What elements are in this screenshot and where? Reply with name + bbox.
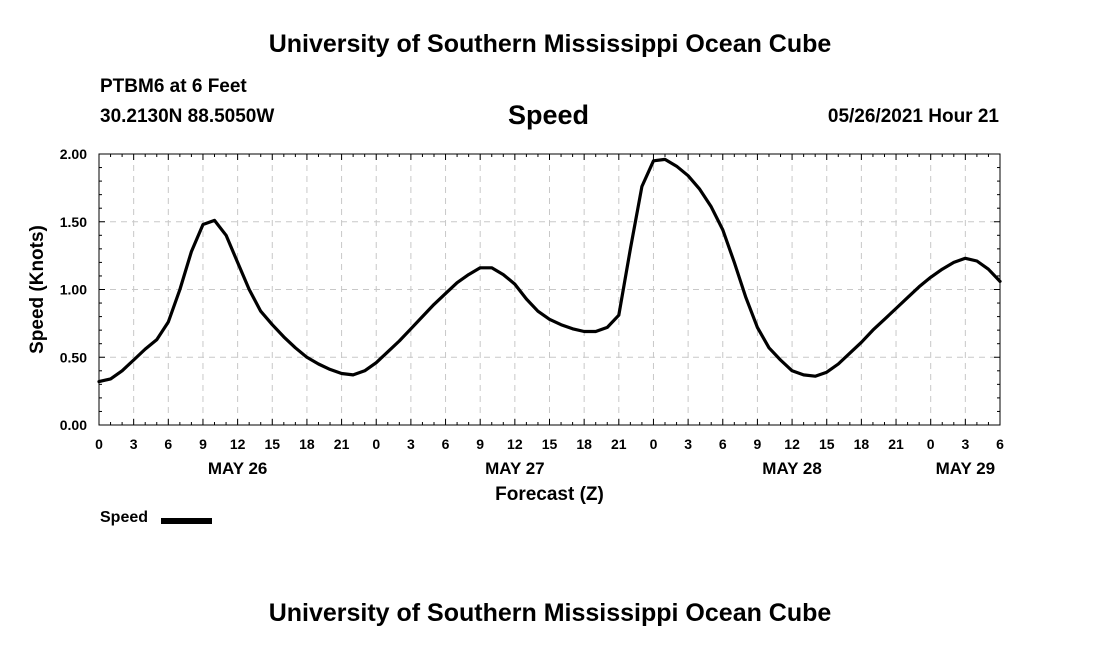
x-tick-label: 3 (684, 436, 692, 452)
x-tick-label: 15 (542, 436, 558, 452)
x-tick-label: 3 (961, 436, 969, 452)
x-tick-label: 6 (719, 436, 727, 452)
legend-label: Speed (100, 509, 149, 526)
x-tick-label: 0 (927, 436, 935, 452)
y-axis-label: Speed (Knots) (27, 225, 48, 354)
date-label: MAY 27 (485, 459, 545, 478)
x-tick-label: 3 (407, 436, 415, 452)
y-tick-label: 1.50 (60, 214, 87, 230)
x-tick-label: 6 (164, 436, 172, 452)
x-tick-label: 0 (372, 436, 380, 452)
x-tick-label: 15 (819, 436, 835, 452)
y-tick-label: 2.00 (60, 146, 87, 162)
speed-series-line (97, 157, 1002, 384)
x-tick-label: 18 (854, 436, 870, 452)
x-tick-label: 12 (507, 436, 523, 452)
y-tick-label: 0.50 (60, 349, 87, 365)
x-tick-label: 0 (650, 436, 658, 452)
x-tick-label: 12 (230, 436, 246, 452)
date-label: MAY 29 (936, 459, 996, 478)
y-tick-label: 0.00 (60, 417, 87, 433)
x-tick-label: 21 (611, 436, 627, 452)
coordinates-label: 30.2130N 88.5050W (100, 106, 275, 127)
x-tick-label: 6 (996, 436, 1004, 452)
x-tick-label: 21 (334, 436, 350, 452)
legend-swatch (161, 518, 212, 524)
date-label: MAY 28 (762, 459, 822, 478)
x-axis-label: Forecast (Z) (495, 484, 604, 505)
x-tick-label: 12 (784, 436, 800, 452)
chart-title: University of Southern Mississippi Ocean… (268, 30, 832, 58)
x-tick-label: 0 (95, 436, 103, 452)
x-tick-label: 21 (888, 436, 904, 452)
date-label: MAY 26 (208, 459, 268, 478)
x-tick-label: 9 (754, 436, 762, 452)
station-label: PTBM6 at 6 Feet (100, 76, 247, 97)
x-tick-label: 9 (199, 436, 207, 452)
footer-title: University of Southern Mississippi Ocean… (268, 599, 832, 627)
y-tick-label: 1.00 (60, 282, 87, 298)
forecast-datetime: 05/26/2021 Hour 21 (827, 106, 999, 127)
x-tick-label: 3 (130, 436, 138, 452)
parameter-title: Speed (508, 100, 590, 130)
x-tick-label: 18 (299, 436, 315, 452)
x-tick-label: 15 (264, 436, 280, 452)
x-tick-label: 9 (476, 436, 484, 452)
x-tick-label: 18 (576, 436, 592, 452)
x-tick-label: 6 (442, 436, 450, 452)
